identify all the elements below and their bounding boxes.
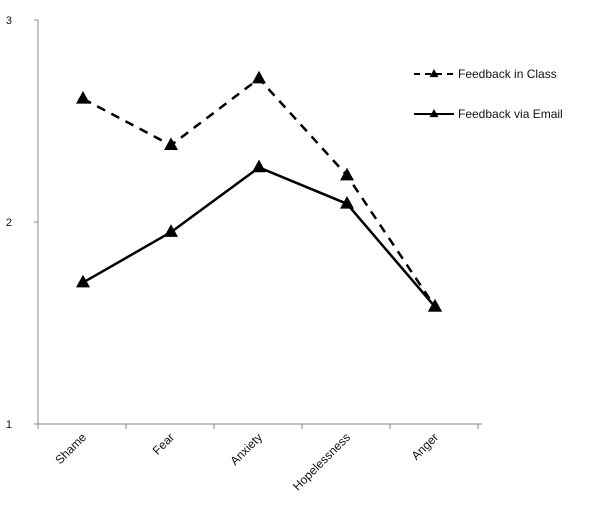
data-point-triangle [76,90,90,104]
data-point-triangle [164,224,178,237]
legend-marker-triangle [429,68,439,78]
data-point-triangle [340,196,354,209]
series-line-dashed [82,77,437,308]
data-point-triangle [252,70,266,84]
data-point-triangle [340,167,354,181]
legend-marker-triangle [429,108,439,118]
x-category-label: Fear [150,430,177,457]
data-point-triangle [164,137,178,151]
data-point-triangle [252,159,266,173]
y-tick-label: 2 [6,217,12,229]
data-point-triangle [76,274,90,288]
y-tick-label: 3 [6,15,12,27]
x-category-label: Anxiety [227,430,265,468]
x-category-label: Shame [52,430,89,467]
legend-label: Feedback in Class [458,67,557,81]
y-tick-label: 1 [6,419,12,431]
x-category-label: Anger [409,430,442,463]
legend-label: Feedback via Email [458,107,563,121]
data-point-triangle [428,299,442,312]
series-line-solid [82,166,436,308]
x-category-label: Hopelessness [290,430,353,493]
